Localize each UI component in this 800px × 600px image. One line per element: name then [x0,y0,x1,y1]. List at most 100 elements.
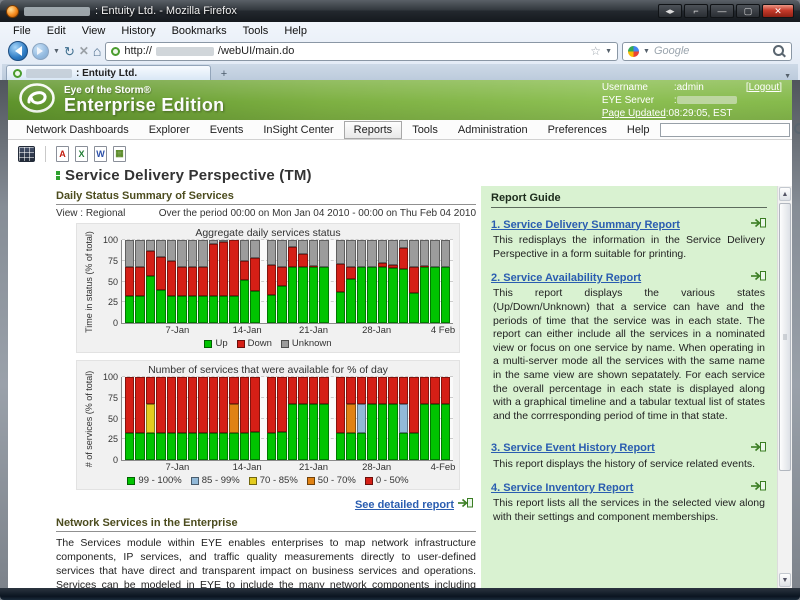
bar-segment-unk [266,240,277,265]
bar-segment-r [208,377,218,433]
bar-segment-b [356,404,367,433]
bar-segment-r [319,377,329,405]
bar-segment-y [145,404,156,433]
back-button[interactable] [8,41,28,61]
history-dropdown-icon[interactable]: ▼ [53,47,60,55]
minimize-button[interactable]: — [710,4,734,18]
menu-item-help[interactable]: Help [284,25,307,37]
tab-bar: : Entuity Ltd. + ▼ [2,64,798,80]
goto-report-icon[interactable] [750,270,767,285]
bar-segment-r [229,377,239,405]
nav-item-preferences[interactable]: Preferences [547,123,607,136]
bar-segment-down [208,244,218,296]
menu-item-view[interactable]: View [81,25,106,37]
url-dropdown-icon[interactable]: ▼ [605,47,612,55]
gridline [122,301,453,303]
forward-button[interactable] [32,42,49,60]
bar-segment-down [388,264,398,269]
bar-segment-unk [145,240,156,251]
quick-search-input[interactable] [659,122,790,137]
stacked-bar [145,240,156,323]
report-guide-panel: Report Guide 1. Service Delivery Summary… [481,186,777,588]
scroll-up-icon[interactable]: ▲ [779,187,791,201]
stop-icon[interactable]: ✕ [78,44,89,58]
goto-report-icon[interactable] [750,480,767,495]
bar-group [266,377,329,460]
tab-favicon [13,68,22,78]
window-extra-button[interactable]: ◂▸ [658,4,682,18]
reload-icon[interactable]: ↻ [63,43,75,59]
menu-item-history[interactable]: History [121,25,156,37]
bar-segment-down [145,250,156,276]
nav-item-insight-center[interactable]: InSight Center [263,123,334,136]
bar-segment-unk [208,240,218,245]
goto-report-icon[interactable] [750,217,767,232]
services-paragraph: The Services module within EYE enables e… [56,537,476,588]
chart-aggregate-status: Aggregate daily services status Time in … [76,223,460,353]
session-info: Username :admin [Logout] EYE Server : Pa… [602,81,782,120]
window-extra-button-2[interactable]: ⌐ [684,4,708,18]
nav-item-help[interactable]: Help [626,123,650,136]
close-button[interactable]: ✕ [762,4,794,18]
bar-segment-unk [398,240,409,249]
search-go-icon[interactable] [773,44,786,58]
logout-link[interactable]: [Logout] [745,81,782,93]
stacked-bar [198,377,208,460]
tab-entuity[interactable]: : Entuity Ltd. [6,65,211,80]
schedule-report-icon[interactable] [18,145,35,162]
export-pdf-icon[interactable]: A [56,145,69,162]
nav-item-administration[interactable]: Administration [457,123,528,136]
x-tick-label: 4-Feb [430,462,456,473]
bar-segment-down [166,260,177,296]
y-tick-label: 75 [107,392,118,403]
stacked-bar [229,377,239,460]
search-bar[interactable]: ▼ Google [622,41,792,61]
goto-report-icon[interactable] [750,441,767,456]
window-titlebar[interactable]: : Entuity Ltd. - Mozilla Firefox ◂▸ ⌐ — … [0,0,800,22]
nav-search-area [659,122,800,137]
engine-dropdown-icon[interactable]: ▼ [643,47,650,55]
bar-segment-up [440,267,450,323]
nav-item-tools[interactable]: Tools [412,123,438,136]
report-link-3-service-event-history-report[interactable]: 3. Service Event History Report [491,442,655,455]
menu-item-bookmarks[interactable]: Bookmarks [171,25,227,37]
bookmark-star-icon[interactable]: ☆ [590,44,602,58]
menu-item-tools[interactable]: Tools [242,25,269,37]
report-link-2-service-availability-report[interactable]: 2. Service Availability Report [491,271,642,284]
export-image-icon[interactable]: ▦ [113,145,126,162]
menu-item-edit[interactable]: Edit [46,25,66,37]
nav-item-network-dashboards[interactable]: Network Dashboards [26,123,129,136]
bar-segment-unk [356,240,367,267]
see-detailed-report-link[interactable]: See detailed report [354,499,454,511]
nav-item-reports[interactable]: Reports [343,120,403,139]
bar-segment-unk [346,240,356,268]
bar-segment-down [377,263,388,268]
home-icon[interactable]: ⌂ [92,43,102,59]
maximize-button[interactable]: ▢ [736,4,760,18]
eye-banner: Eye of the Storm® Enterprise Edition Use… [8,80,792,120]
legend-item-0-50: 0 - 50% [364,475,409,486]
scrollbar-thumb[interactable] [779,203,791,471]
view-label: View : Regional [56,208,126,219]
vertical-scrollbar[interactable]: ▲ ▼ [777,186,792,588]
export-excel-icon[interactable]: X [75,145,88,162]
stacked-bar [356,377,367,460]
report-link-4-service-inventory-report[interactable]: 4. Service Inventory Report [491,481,634,494]
bar-segment-g [388,404,398,460]
tab-list-dropdown-icon[interactable]: ▼ [784,73,791,80]
report-link-1-service-delivery-summary-report[interactable]: 1. Service Delivery Summary Report [491,218,680,231]
divider [491,207,767,208]
url-bar[interactable]: http:// /webUI/main.do ☆ ▼ [105,41,618,61]
bar-segment-down [346,267,356,280]
google-engine-icon[interactable] [628,45,639,57]
nav-item-events[interactable]: Events [209,123,244,136]
scroll-down-icon[interactable]: ▼ [779,573,791,587]
nav-item-explorer[interactable]: Explorer [148,123,190,136]
export-word-icon[interactable]: W [94,145,107,162]
page-updated-link[interactable]: Page Updated [601,107,666,119]
report-guide-item: 1. Service Delivery Summary Report This r… [491,217,767,261]
nav-search-icon[interactable] [793,123,800,136]
bar-segment-g [250,431,260,460]
new-tab-button[interactable]: + [220,67,228,80]
menu-item-file[interactable]: File [13,25,31,37]
